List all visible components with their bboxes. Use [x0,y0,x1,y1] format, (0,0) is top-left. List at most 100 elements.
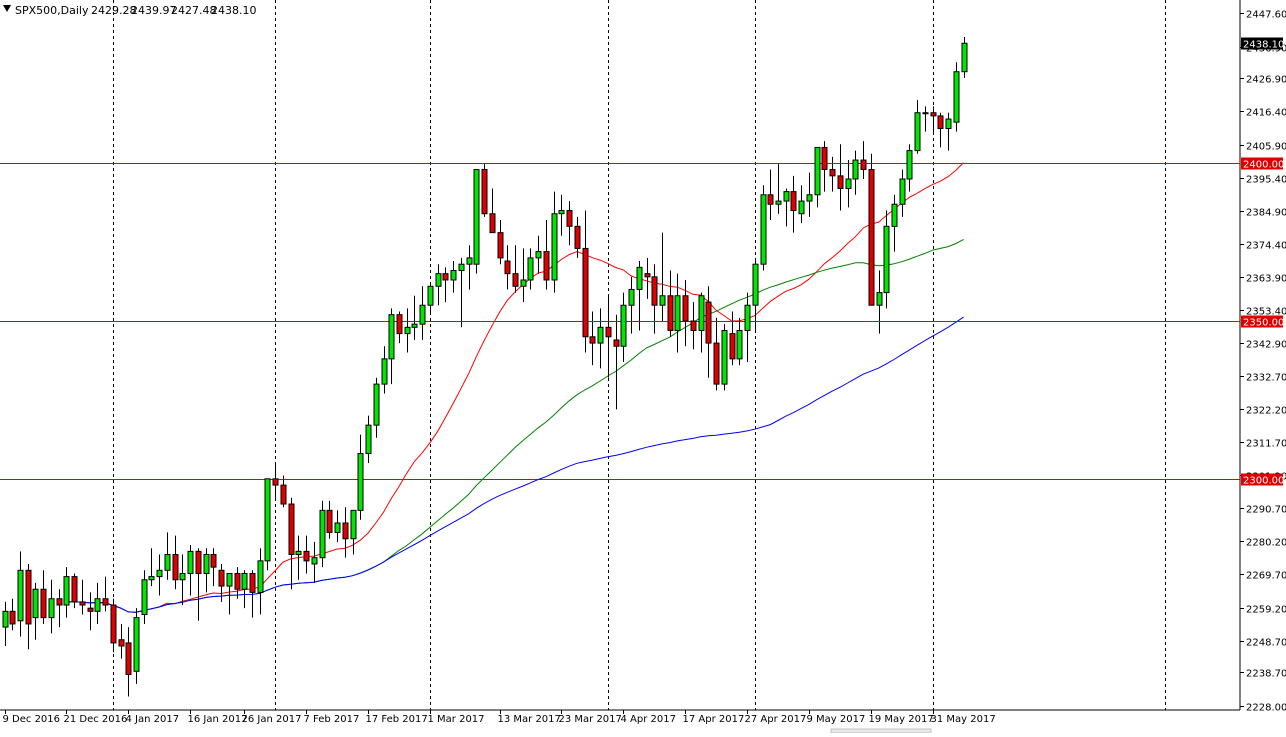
candle [473,169,480,274]
candle [566,201,573,246]
ohlc-close: 2438.10 [211,4,257,17]
candle [195,548,202,621]
collapse-arrow-icon[interactable] [3,5,11,12]
candle [906,144,913,192]
candle [203,548,210,593]
candle [264,478,271,571]
candle-body-bear [690,320,697,331]
candle [636,261,643,331]
candle-body-bear [504,260,511,275]
candle-body-bear [118,639,125,647]
candle [945,112,952,151]
candle-body-bull [373,383,380,426]
candle [2,601,9,647]
plot-area[interactable] [0,0,1240,710]
time-tick-label: 9 May 2017 [807,714,866,725]
candle [868,153,875,306]
candle-body-bull [264,478,271,562]
candle [63,567,70,618]
candle-body-bear [87,607,94,612]
candle [9,598,16,631]
current-price-bg [1241,37,1283,50]
candle-body-bull [674,295,681,331]
candle-body-bull [961,42,968,73]
candle [435,264,442,306]
price-axis[interactable]: 2447.602436.902426.902416.402405.902395.… [1240,10,1286,714]
candle-body-bull [411,323,418,328]
candle [597,308,604,369]
candle [295,535,302,580]
candle [56,589,63,628]
candle [79,579,86,615]
candle-body-bear [821,146,828,171]
price-tick-label: 2280.20 [1246,538,1286,549]
candle [837,144,844,211]
candle [582,210,589,353]
candle-body-bull [945,118,952,129]
time-tick-label: 31 May 2017 [931,714,996,725]
candle-body-bear [125,642,132,675]
candle-body-bull [94,598,101,612]
candle [798,185,805,224]
level-label-bg [1241,157,1283,170]
candle-body-bull [922,112,929,115]
chart-header: SPX500,Daily 2429.28 2439.97 2427.48 243… [3,4,257,17]
candle [512,245,519,293]
candle-body-bear [210,554,217,568]
candle [125,627,132,697]
candle-body-bull [133,617,140,672]
candle-body-bear [860,159,867,171]
candle-body-bear [651,276,658,306]
candle [481,163,488,217]
candle-body-bear [218,569,225,587]
candle [937,112,944,148]
candle [682,279,689,347]
candle [551,191,558,293]
candle-body-bull [350,509,357,540]
time-tick-label: 13 Mar 2017 [498,714,561,725]
time-tick-label: 19 May 2017 [869,714,934,725]
price-tick-label: 2363.90 [1246,274,1286,285]
price-tick-label: 2238.70 [1246,669,1286,680]
candle [179,554,186,606]
candle-body-bear [930,112,937,117]
candle [760,185,767,271]
horizontal-scrollbar[interactable] [830,728,932,734]
candle [427,283,434,315]
candle [442,267,449,303]
candle [489,188,496,234]
candle-body-bull [744,304,751,331]
candle-body-bull [914,112,921,152]
candle [914,100,921,154]
candle [852,150,859,195]
time-tick-label: 21 Dec 2016 [64,714,128,725]
candle [373,377,380,438]
time-tick-label: 23 Mar 2017 [559,714,622,725]
candle-body-bull [527,257,534,281]
candle [821,141,828,192]
candle [110,598,117,653]
candle-body-bear [667,295,674,331]
candle [326,500,333,539]
time-tick-label: 7 Feb 2017 [304,714,360,725]
candle-body-bear [442,273,449,281]
candle [419,286,426,340]
candle [721,324,728,391]
candle-body-bear [342,522,349,540]
candle-body-bear [767,194,774,205]
candle-body-bear [705,301,712,344]
candle [172,535,179,590]
price-tick-label: 2290.70 [1246,505,1286,516]
candle-body-bull [203,554,210,574]
candle-body-bull [388,314,395,360]
candle [891,194,898,252]
candle [334,510,341,542]
candle [883,210,890,309]
candle-body-bear [644,273,651,278]
candle [535,235,542,274]
candle [520,248,527,303]
candle [87,592,94,631]
